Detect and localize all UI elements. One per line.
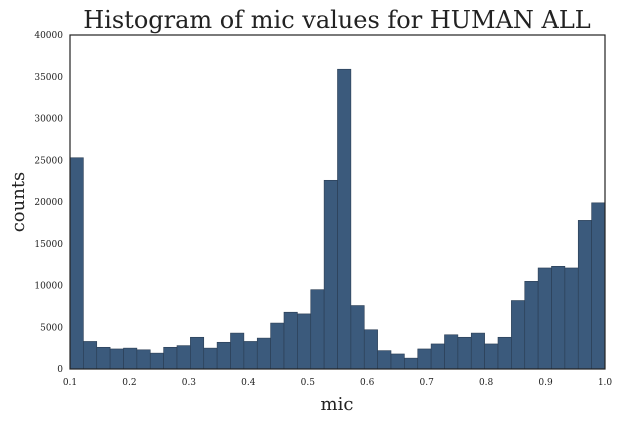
x-tick-label: 0.9: [538, 378, 553, 388]
histogram-bar: [283, 311, 298, 370]
histogram-bar: [404, 357, 419, 370]
x-axis-label: mic: [321, 394, 354, 415]
histogram-bar: [551, 265, 566, 370]
histogram-bar: [417, 348, 432, 370]
x-tick-label: 0.1: [63, 378, 77, 388]
histogram-bar: [337, 68, 352, 370]
y-tick-label: 5000: [40, 323, 63, 333]
x-tick-label: 0.2: [122, 378, 136, 388]
y-tick-label: 30000: [34, 115, 63, 125]
histogram-bar: [149, 352, 164, 370]
histogram-bar: [256, 337, 271, 370]
histogram-bar: [537, 267, 552, 370]
histogram-bar: [444, 334, 459, 370]
y-axis-label: counts: [8, 172, 29, 233]
histogram-bar: [310, 289, 325, 370]
histogram-bar: [123, 347, 138, 370]
histogram-bar: [524, 281, 539, 370]
histogram-bar: [591, 202, 606, 370]
y-tick-label: 25000: [34, 156, 63, 166]
x-tick-label: 0.5: [301, 378, 316, 388]
histogram-bar: [470, 332, 485, 370]
histogram-bar: [163, 346, 178, 370]
histogram-bar: [484, 343, 499, 370]
histogram-bar: [203, 347, 218, 370]
chart-title: Histogram of mic values for HUMAN ALL: [83, 6, 591, 34]
y-tick-label: 35000: [34, 73, 63, 83]
histogram-bar: [176, 345, 191, 370]
histogram-bar: [297, 313, 312, 370]
histogram-bar: [323, 179, 338, 370]
histogram-bar: [430, 343, 445, 370]
y-tick-label: 10000: [34, 282, 63, 292]
histogram-bar: [109, 348, 124, 370]
y-tick-label: 40000: [34, 31, 63, 41]
histogram-bar: [83, 341, 98, 370]
x-tick-label: 0.8: [479, 378, 494, 388]
histogram-bar: [564, 267, 579, 370]
histogram-bar: [577, 220, 592, 370]
histogram-bar: [69, 157, 84, 370]
histogram-bar: [363, 329, 378, 370]
x-tick-label: 0.7: [420, 378, 435, 388]
y-tick-label: 0: [57, 365, 63, 375]
histogram-bar: [350, 305, 365, 370]
x-tick-label: 1.0: [598, 378, 613, 388]
histogram-bar: [96, 346, 111, 370]
histogram-bar: [243, 341, 258, 370]
x-tick-label: 0.4: [241, 378, 256, 388]
histogram-bar: [270, 322, 285, 370]
bars-group: [69, 68, 606, 370]
y-tick-label: 20000: [34, 198, 63, 208]
y-tick-label: 15000: [34, 240, 63, 250]
histogram-bar: [216, 341, 231, 370]
x-tick-label: 0.6: [360, 378, 375, 388]
x-axis-ticks: 0.1 0.2 0.3 0.4 0.5 0.6 0.7 0.8 0.9 1.0: [63, 378, 613, 388]
histogram-bar: [511, 300, 526, 370]
histogram-bar: [136, 349, 151, 370]
histogram-bar: [390, 353, 405, 370]
histogram-bar: [230, 332, 245, 370]
plot-frame: [69, 34, 606, 370]
histogram-bar: [190, 336, 205, 370]
x-tick-label: 0.3: [182, 378, 197, 388]
histogram-bar: [377, 350, 392, 370]
histogram-bar: [457, 336, 472, 370]
y-axis-ticks: 0 5000 10000 15000 20000 25000 30000 35000 40000: [34, 31, 63, 375]
histogram-bar: [497, 336, 512, 370]
